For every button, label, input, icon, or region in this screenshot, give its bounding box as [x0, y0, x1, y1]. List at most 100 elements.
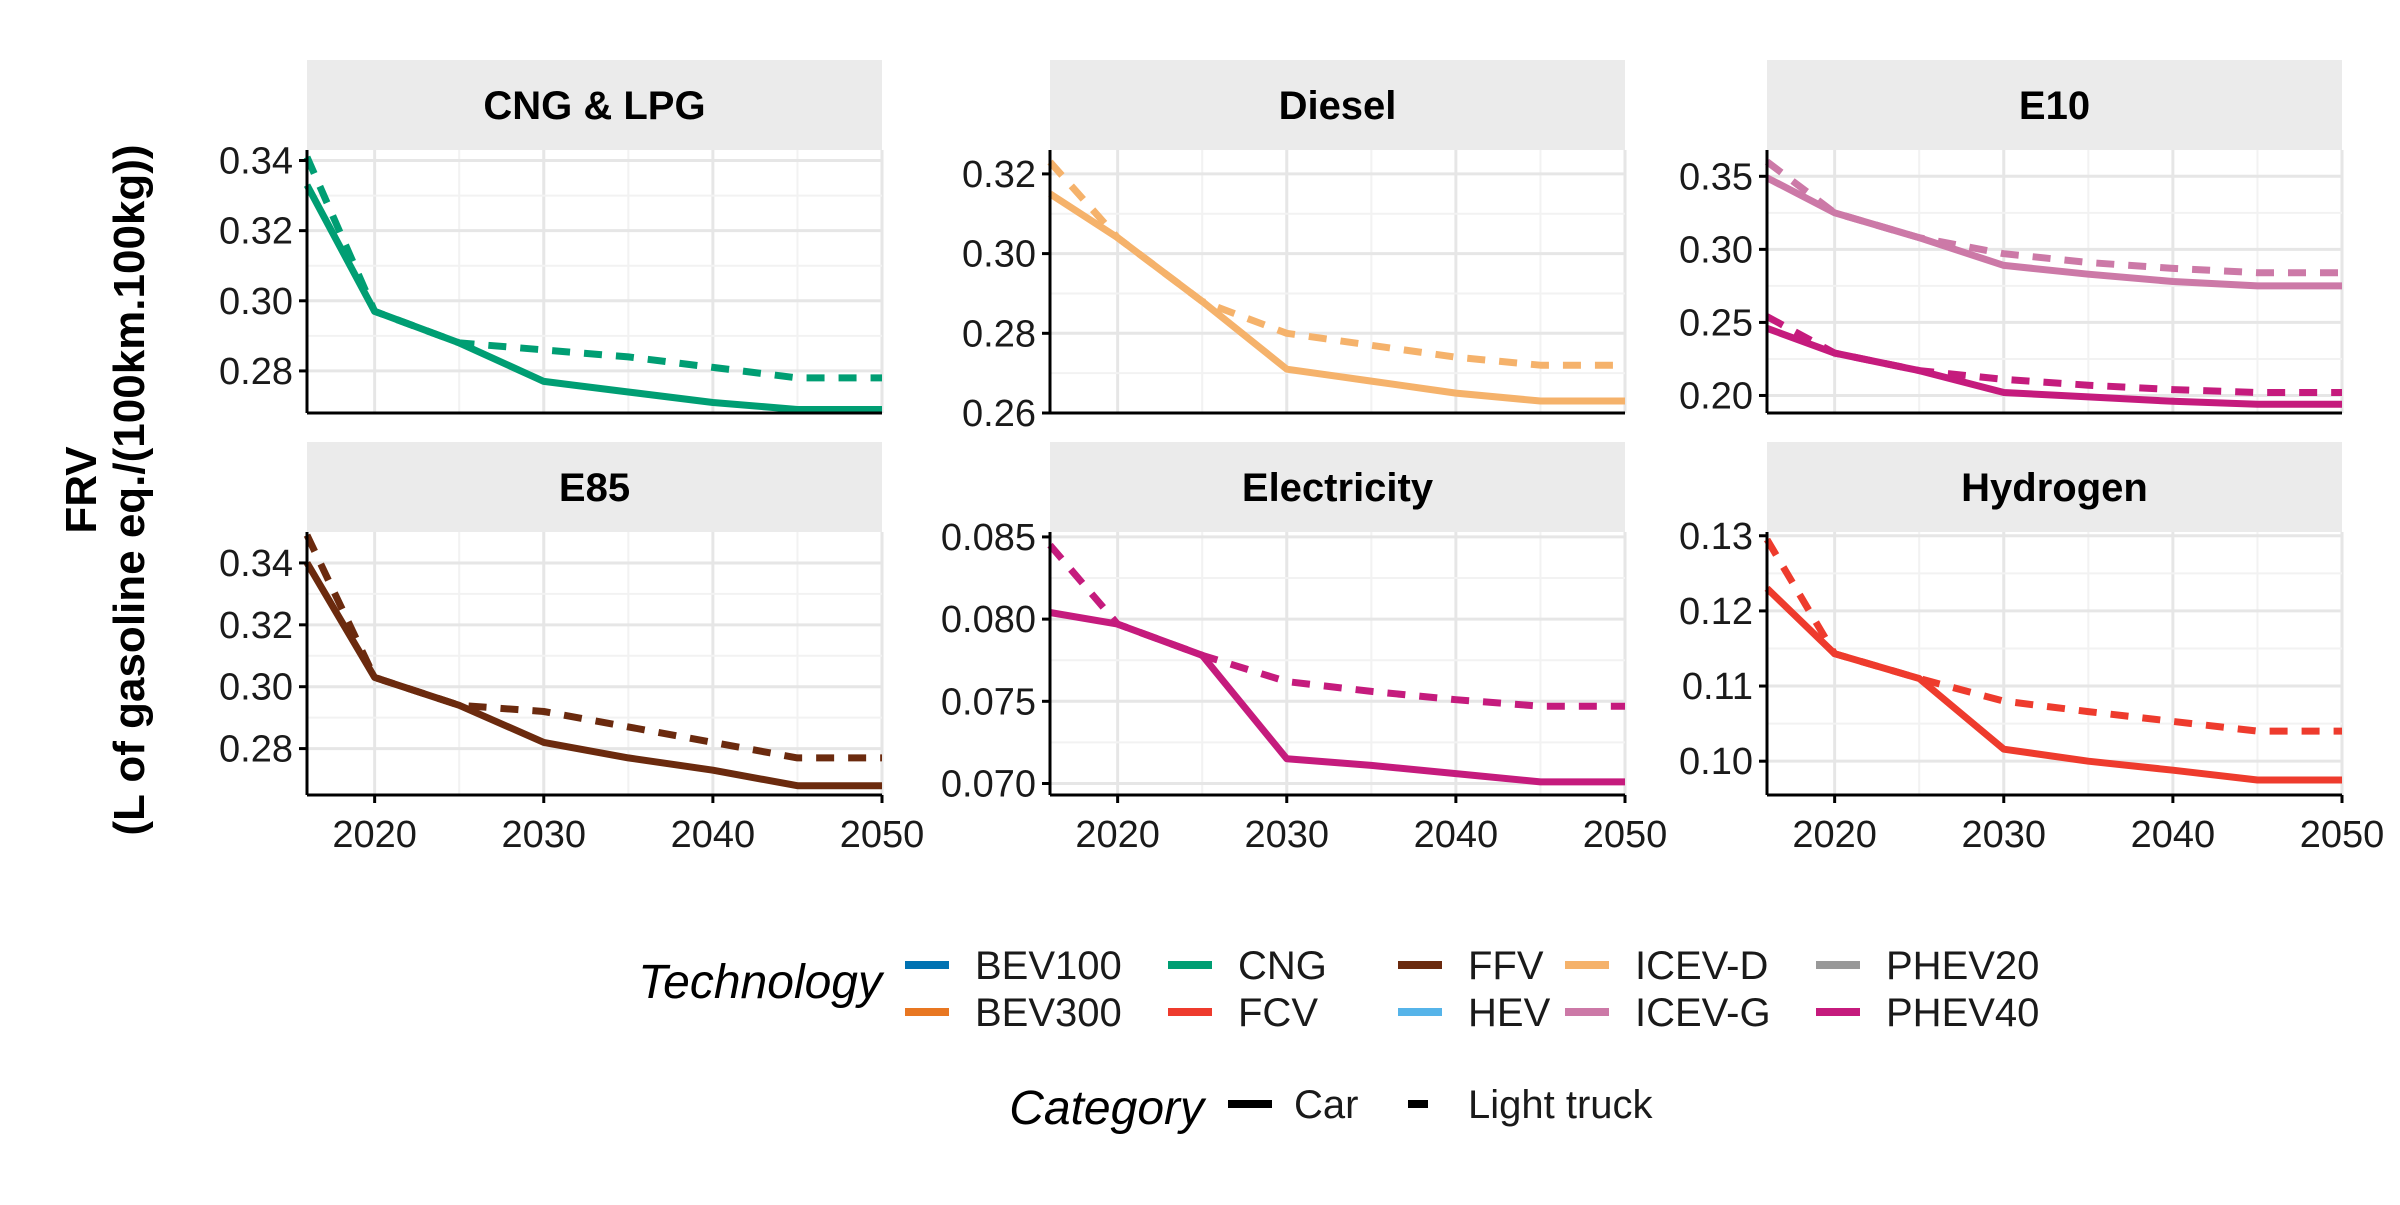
y-tick-label: 0.10: [1679, 741, 1753, 783]
x-tick-label: 2050: [1583, 814, 1668, 856]
y-tick-label: 0.070: [941, 763, 1036, 805]
legend-label: HEV: [1468, 991, 1551, 1035]
y-axis-title-line2: (L of gasoline eq./(100km.100kg)): [105, 144, 154, 835]
y-tick-label: 0.32: [219, 211, 293, 253]
y-tick-label: 0.30: [1679, 229, 1753, 271]
legend-label: PHEV40: [1886, 991, 2039, 1035]
strip-background: [1050, 60, 1625, 150]
category-legend-items: Car Light truck: [1228, 1083, 1654, 1127]
y-tick-label: 0.13: [1679, 516, 1753, 558]
legend-item-fcv: FCV: [1168, 991, 1318, 1035]
series-ffv-light-truck: [303, 533, 882, 762]
y-axis-title-line1: FRV: [57, 446, 106, 534]
legend-item-bev100: BEV100: [905, 944, 1122, 988]
legend-item-light-truck: Light truck: [1408, 1083, 1654, 1127]
legend-item-cng: CNG: [1168, 944, 1327, 988]
strip-background: [1050, 442, 1625, 532]
x-tick-label: 2050: [840, 814, 925, 856]
y-tick-label: 0.12: [1679, 591, 1753, 633]
category-legend: Category Car Light truck: [1009, 1082, 1653, 1135]
y-tick-label: 0.28: [219, 729, 293, 771]
series-phev40-light-truck: [1047, 542, 1625, 710]
legend-label: Car: [1294, 1083, 1358, 1127]
x-tick-label: 2030: [1961, 814, 2046, 856]
y-tick-label: 0.25: [1679, 302, 1753, 344]
series-cng-car: [303, 183, 882, 413]
panel-e10: E10 0.20 0.25 0.30 0.35: [1679, 60, 2344, 417]
legend-item-icev-g: ICEV-G: [1565, 991, 1771, 1035]
x-tick-label: 2040: [2131, 814, 2216, 856]
series-icev-g-light-truck: [1764, 158, 2342, 277]
series-fcv-light-truck: [1763, 537, 2342, 735]
x-tick-label: 2020: [1075, 814, 1160, 856]
legend-label: ICEV-D: [1635, 944, 1768, 988]
x-tick-label: 2020: [332, 814, 417, 856]
y-tick-label: 0.35: [1679, 156, 1753, 198]
panel-diesel: Diesel 0.26 0.28 0.30 0.32: [962, 60, 1627, 435]
y-tick-label: 0.28: [962, 313, 1036, 355]
facet-panels: CNG & LPG 0.28 0.30 0.32 0.34 Diesel 0.26 0.28 0…: [219, 60, 2384, 856]
legend-item-icev-d: ICEV-D: [1565, 944, 1768, 988]
panel-e85: E85 0.28 0.30 0.32 0.34 2020 2030 2040 2050: [219, 442, 924, 856]
strip-background: [307, 60, 882, 150]
x-tick-label: 2030: [1244, 814, 1329, 856]
y-tick-label: 0.26: [962, 393, 1036, 435]
y-tick-label: 0.34: [219, 141, 293, 183]
series-phev40-car: [1049, 609, 1625, 786]
legend-label: FFV: [1468, 944, 1544, 988]
y-tick-label: 0.30: [219, 667, 293, 709]
legend-item-phev20: PHEV20: [1816, 944, 2039, 988]
legend-label: ICEV-G: [1635, 991, 1771, 1035]
gridlines: [307, 532, 884, 795]
series-phev40-car: [1765, 325, 2342, 408]
legend-label: PHEV20: [1886, 944, 2039, 988]
y-axis-title: FRV (L of gasoline eq./(100km.100kg)): [57, 144, 154, 835]
legend-label: Light truck: [1468, 1083, 1654, 1127]
strip-label: Diesel: [1279, 84, 1397, 128]
y-tick-label: 0.30: [962, 234, 1036, 276]
y-tick-label: 0.080: [941, 599, 1036, 641]
legend-label: FCV: [1238, 991, 1318, 1035]
gridlines: [307, 150, 884, 413]
x-tick-label: 2040: [1414, 814, 1499, 856]
technology-legend-title: Technology: [638, 956, 885, 1009]
series-cng-light-truck: [303, 155, 882, 382]
series-phev40-light-truck: [1765, 313, 2342, 396]
legend-label: BEV100: [975, 944, 1122, 988]
y-tick-label: 0.30: [219, 281, 293, 323]
strip-background: [1767, 442, 2342, 532]
strip-background: [1767, 60, 2342, 150]
strip-label: CNG & LPG: [483, 84, 705, 128]
y-tick-label: 0.075: [941, 681, 1036, 723]
x-tick-label: 2050: [2300, 814, 2385, 856]
panel-cng-lpg: CNG & LPG 0.28 0.30 0.32 0.34: [219, 60, 884, 415]
x-tick-label: 2030: [501, 814, 586, 856]
strip-background: [307, 442, 882, 532]
legend-item-phev40: PHEV40: [1816, 991, 2039, 1035]
legend-item-hev: HEV: [1398, 991, 1551, 1035]
y-tick-label: 0.11: [1682, 666, 1753, 708]
strip-label: Electricity: [1242, 466, 1434, 510]
y-tick-label: 0.32: [962, 154, 1036, 196]
legend-item-ffv: FFV: [1398, 944, 1544, 988]
legend-label: CNG: [1238, 944, 1327, 988]
y-tick-label: 0.085: [941, 517, 1036, 559]
x-tick-label: 2020: [1792, 814, 1877, 856]
legend-item-car: Car: [1228, 1083, 1358, 1127]
strip-label: E85: [559, 466, 630, 510]
gridlines: [1767, 532, 2344, 795]
x-tick-label: 2040: [671, 814, 756, 856]
y-tick-label: 0.28: [219, 351, 293, 393]
category-legend-title: Category: [1009, 1082, 1207, 1135]
panel-electricity: Electricity 0.070 0.075 0.080 0.085 2020 2030 2…: [941, 442, 1667, 856]
legend-item-bev300: BEV300: [905, 991, 1122, 1035]
strip-label: Hydrogen: [1961, 466, 2148, 510]
legend-label: BEV300: [975, 991, 1122, 1035]
series-fcv-car: [1764, 585, 2342, 784]
panel-hydrogen: Hydrogen 0.10 0.11 0.12 0.13 2020 2030 2040 2050: [1679, 442, 2384, 856]
y-tick-label: 0.20: [1679, 375, 1753, 417]
